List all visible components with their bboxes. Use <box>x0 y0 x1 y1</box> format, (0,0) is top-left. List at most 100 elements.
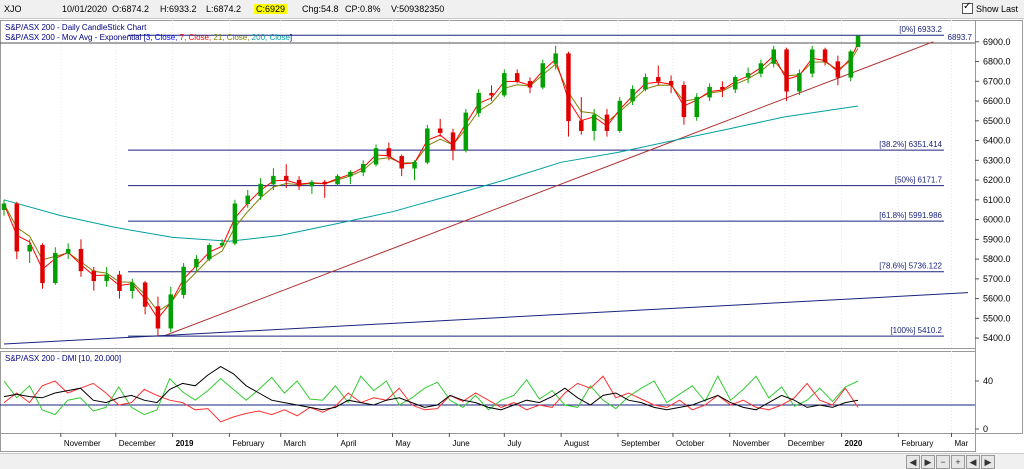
candle-body <box>130 282 135 291</box>
candle-body <box>412 162 417 169</box>
candle-body <box>399 156 404 169</box>
date-tick-label: April <box>341 439 357 448</box>
candle-body <box>502 73 507 96</box>
price-tick-label: 6100.0 <box>983 195 1011 205</box>
candle-body <box>91 270 97 282</box>
zoom-in-button[interactable]: + <box>951 455 965 469</box>
date-axis-panel <box>0 433 976 452</box>
dmi-series-line <box>3 366 859 411</box>
change-text: Chg:54.8 <box>302 4 339 14</box>
candle-body <box>1 203 7 210</box>
candle-body <box>553 53 558 64</box>
date-tick-label: July <box>507 439 521 448</box>
volume-text: V:509382350 <box>391 4 445 14</box>
price-chart-title: S&P/ASX 200 - Daily CandleStick Chart <box>5 23 147 32</box>
fib-level-label: [50%] 6171.7 <box>895 176 943 185</box>
candle-body <box>809 49 815 74</box>
fib-level-label: [78.6%] 5736.122 <box>879 262 942 271</box>
price-tick-label: 5600.0 <box>983 294 1011 304</box>
candle-body <box>232 203 238 244</box>
candle-body <box>155 306 161 329</box>
candle-body <box>591 114 597 131</box>
price-tick-label: 5500.0 <box>983 313 1011 323</box>
fib-level-label: [61.8%] 5991.986 <box>879 211 942 220</box>
candle-body <box>835 61 841 78</box>
candle-body <box>104 274 109 282</box>
dmi-chart-title: S&P/ASX 200 - DMI [10, 20.000] <box>5 354 121 363</box>
candle-body <box>40 245 45 284</box>
symbol-text: XJO <box>4 4 22 14</box>
candle-body <box>296 179 302 187</box>
candle-body <box>527 81 533 88</box>
candle-body <box>283 175 289 181</box>
candle-body <box>540 63 546 88</box>
candle-body <box>117 274 122 291</box>
candle-body <box>14 203 20 252</box>
date-tick-label: November <box>64 439 101 448</box>
price-tick-label: 5700.0 <box>983 274 1011 284</box>
close-value: C:6929 <box>254 4 288 14</box>
candle-body <box>630 88 635 102</box>
price-tick-label: 6300.0 <box>983 155 1011 165</box>
candle-body <box>489 92 494 96</box>
dmi-series-line <box>3 375 859 423</box>
candle-body <box>373 148 379 165</box>
candle-body <box>181 266 186 295</box>
scroll-right-button[interactable]: ▶ <box>921 455 935 469</box>
change-pct-text: CP:0.8% <box>345 4 381 14</box>
date-tick-label: February <box>232 439 264 448</box>
zoom-out-button[interactable]: − <box>936 455 950 469</box>
candle-body <box>797 73 802 92</box>
candle-body <box>27 245 32 252</box>
candle-body <box>784 49 789 92</box>
page-right-button[interactable]: ▶ <box>981 455 995 469</box>
chart-area[interactable]: 6900.0 6800.0 6700.0 6600.0 6500.0 6400.0 6300… <box>0 18 1024 453</box>
candle-body <box>745 73 751 78</box>
candle-body <box>322 181 327 185</box>
date-tick-label: May <box>396 439 411 448</box>
date-tick-label: February <box>901 439 933 448</box>
price-tick-label: 6900.0 <box>983 37 1011 47</box>
dmi-series-line <box>3 375 859 416</box>
candle-body <box>53 252 58 284</box>
show-last-checkbox[interactable] <box>961 1 973 14</box>
trend-line <box>3 292 969 345</box>
date-tick-label: October <box>676 439 705 448</box>
date-tick-label: September <box>621 439 660 448</box>
candle-body <box>566 53 571 122</box>
page-left-button[interactable]: ◀ <box>966 455 980 469</box>
scroll-nav-bar: ◀ ▶ − + ◀ ▶ <box>0 453 1024 469</box>
candle-body <box>643 77 648 90</box>
candle-body <box>386 148 392 157</box>
dmi-tick-label: 0 <box>983 424 988 434</box>
candle-body <box>463 112 469 151</box>
candle-body <box>707 86 712 98</box>
price-tick-label: 6000.0 <box>983 215 1011 225</box>
open-text: O:6874.2 <box>112 4 150 14</box>
candle-body <box>348 171 353 177</box>
candle-body <box>78 248 84 272</box>
close-text: C:6929 <box>254 4 288 14</box>
candle-body <box>604 114 610 131</box>
candle-body <box>822 49 828 62</box>
candle-body <box>168 294 174 329</box>
candle-body <box>720 86 725 90</box>
ohlc-toolbar: XJO 10/01/2020 O:6874.2 H:6933.2 L:6874.… <box>0 0 1024 19</box>
show-last-toggle[interactable]: Show Last <box>961 1 1018 14</box>
candle-body <box>309 181 315 187</box>
candle-body <box>668 81 674 86</box>
candle-body <box>65 248 71 254</box>
date-tick-label: Mar <box>955 439 969 448</box>
candle-body <box>450 132 456 151</box>
price-tick-label: 5400.0 <box>983 333 1011 343</box>
price-tick-label: 5800.0 <box>983 254 1011 264</box>
candle-body <box>258 183 263 197</box>
date-tick-label: November <box>733 439 770 448</box>
price-tick-label: 6700.0 <box>983 76 1011 86</box>
scroll-left-button[interactable]: ◀ <box>906 455 920 469</box>
candle-body <box>360 164 366 173</box>
date-text: 10/01/2020 <box>62 4 108 14</box>
candle-body <box>694 96 700 118</box>
candle-body <box>194 258 199 268</box>
high-text: H:6933.2 <box>160 4 197 14</box>
